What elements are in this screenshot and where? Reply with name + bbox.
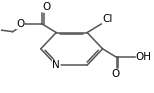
Text: Cl: Cl	[102, 14, 112, 24]
Text: N: N	[52, 60, 60, 70]
Text: O: O	[112, 69, 120, 79]
Text: O: O	[43, 2, 51, 12]
Text: OH: OH	[136, 52, 152, 62]
Text: O: O	[16, 19, 25, 29]
